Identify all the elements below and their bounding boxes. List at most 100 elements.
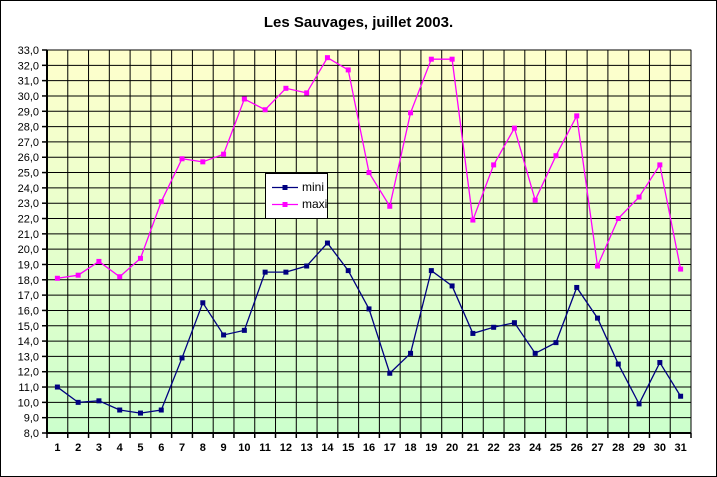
x-tick-label: 27 — [591, 442, 603, 454]
series-marker-mini — [54, 384, 60, 390]
series-marker-maxi — [408, 110, 414, 116]
x-tick-label: 5 — [137, 442, 143, 454]
series-marker-maxi — [158, 199, 164, 205]
series-marker-mini — [96, 398, 102, 404]
y-tick-label: 24,0 — [18, 183, 39, 195]
y-tick-label: 9,0 — [24, 413, 39, 425]
x-tick-label: 1 — [54, 442, 60, 454]
x-tick-label: 9 — [221, 442, 227, 454]
series-marker-mini — [615, 361, 621, 367]
series-marker-maxi — [657, 162, 663, 168]
x-tick-label: 22 — [488, 442, 500, 454]
y-tick-label: 19,0 — [18, 259, 39, 271]
series-marker-mini — [428, 268, 434, 274]
series-marker-maxi — [241, 96, 247, 102]
series-marker-maxi — [366, 170, 372, 176]
y-tick-label: 22,0 — [18, 214, 39, 226]
y-tick-label: 15,0 — [18, 321, 39, 333]
series-marker-maxi — [574, 113, 580, 119]
x-tick-label: 23 — [508, 442, 520, 454]
series-marker-mini — [408, 350, 414, 356]
series-marker-maxi — [636, 194, 642, 200]
series-marker-mini — [511, 320, 517, 326]
y-tick-label: 16,0 — [18, 305, 39, 317]
series-marker-maxi — [221, 151, 227, 157]
legend-item-mini: mini — [272, 179, 324, 196]
x-tick-label: 24 — [529, 442, 542, 454]
x-tick-label: 31 — [674, 442, 686, 454]
series-marker-maxi — [179, 156, 185, 162]
x-tick-label: 4 — [117, 442, 124, 454]
series-marker-mini — [449, 283, 455, 289]
legend-swatch-mini-icon — [272, 185, 298, 190]
series-marker-mini — [366, 306, 372, 312]
series-marker-maxi — [387, 203, 393, 209]
y-tick-label: 29,0 — [18, 106, 39, 118]
series-marker-mini — [345, 268, 351, 274]
series-marker-maxi — [262, 107, 268, 113]
y-tick-label: 10,0 — [18, 397, 39, 409]
y-tick-label: 30,0 — [18, 91, 39, 103]
x-tick-label: 8 — [200, 442, 206, 454]
series-marker-maxi — [54, 275, 60, 281]
series-marker-maxi — [678, 266, 684, 272]
y-tick-label: 12,0 — [18, 367, 39, 379]
x-tick-label: 10 — [238, 442, 250, 454]
series-marker-mini — [491, 324, 497, 330]
series-marker-mini — [137, 410, 143, 416]
chart-legend: mini maxi — [265, 173, 328, 219]
y-tick-label: 17,0 — [18, 290, 39, 302]
x-tick-label: 18 — [404, 442, 416, 454]
series-marker-mini — [532, 350, 538, 356]
y-tick-label: 31,0 — [18, 76, 39, 88]
series-marker-mini — [283, 269, 289, 275]
x-tick-label: 28 — [612, 442, 624, 454]
series-marker-mini — [574, 284, 580, 290]
y-tick-label: 21,0 — [18, 229, 39, 241]
x-tick-label: 13 — [301, 442, 313, 454]
series-marker-maxi — [200, 159, 206, 165]
series-marker-maxi — [304, 90, 310, 96]
series-marker-maxi — [470, 217, 476, 223]
x-tick-label: 2 — [75, 442, 81, 454]
series-marker-maxi — [345, 67, 351, 73]
series-marker-maxi — [532, 197, 538, 203]
y-tick-label: 18,0 — [18, 275, 39, 287]
x-tick-label: 29 — [633, 442, 645, 454]
series-marker-maxi — [324, 55, 330, 61]
x-tick-label: 11 — [259, 442, 271, 454]
series-marker-mini — [117, 407, 123, 413]
series-marker-mini — [636, 401, 642, 407]
series-marker-maxi — [137, 255, 143, 261]
x-tick-label: 19 — [425, 442, 437, 454]
series-marker-maxi — [553, 153, 559, 159]
series-marker-mini — [387, 370, 393, 376]
legend-swatch-maxi-icon — [272, 202, 298, 207]
series-marker-mini — [595, 315, 601, 321]
x-tick-label: 14 — [321, 442, 334, 454]
y-tick-label: 14,0 — [18, 336, 39, 348]
legend-item-maxi: maxi — [272, 196, 327, 213]
x-tick-label: 30 — [654, 442, 666, 454]
legend-label-maxi: maxi — [302, 197, 328, 211]
series-marker-mini — [304, 263, 310, 269]
series-marker-maxi — [117, 274, 123, 280]
y-tick-label: 32,0 — [18, 60, 39, 72]
x-tick-label: 3 — [96, 442, 102, 454]
series-marker-mini — [200, 300, 206, 306]
series-marker-mini — [221, 332, 227, 338]
y-tick-label: 11,0 — [18, 382, 39, 394]
x-tick-label: 26 — [571, 442, 583, 454]
y-tick-label: 13,0 — [18, 351, 39, 363]
y-tick-label: 26,0 — [18, 152, 39, 164]
series-marker-mini — [657, 360, 663, 366]
x-tick-label: 25 — [550, 442, 562, 454]
series-marker-maxi — [283, 85, 289, 91]
series-marker-maxi — [449, 56, 455, 62]
y-tick-label: 27,0 — [18, 137, 39, 149]
y-tick-label: 8,0 — [24, 428, 39, 440]
plot-area — [46, 49, 692, 434]
y-tick-label: 28,0 — [18, 122, 39, 134]
series-marker-maxi — [615, 216, 621, 222]
